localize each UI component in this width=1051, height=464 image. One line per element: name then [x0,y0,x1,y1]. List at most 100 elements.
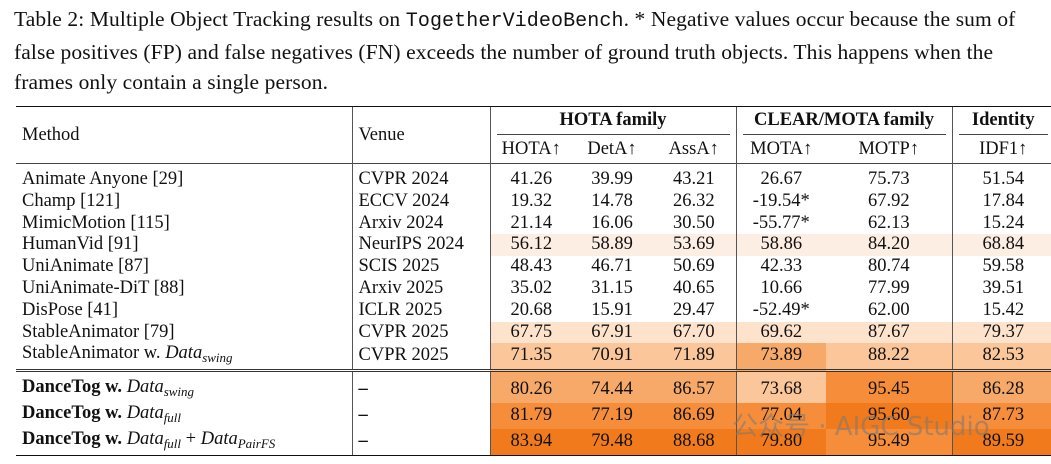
cell-mota: 73.89 [735,343,827,371]
cell-mota: 10.66 [735,277,827,300]
header-identity: Identity [951,106,1051,135]
table-row-ours: DanceTog w. Datafull – 81.79 77.19 86.69… [16,402,1051,429]
cell-idf1: 39.51 [951,277,1051,300]
cell-hota: 80.26 [489,369,572,403]
row-venue: – [351,402,490,429]
cell-mota: 77.04 [735,402,827,429]
cell-assa: 71.89 [652,343,737,371]
cell-motp: 75.73 [826,162,953,191]
cell-hota: 35.02 [489,277,572,300]
cell-deta: 46.71 [591,256,633,277]
table-row: Animate Anyone [29] CVPR 2024 41.26 39.9… [16,162,1051,191]
cell-assa: 53.69 [652,234,737,257]
row-method: StableAnimator [79] [22,321,175,342]
cell-motp: 67.92 [867,190,910,211]
table-row-ours: DanceTog w. Datafull + DataPairFS – 83.9… [16,428,1051,456]
table-row-ours: DanceTog w. Dataswing – 80.26 74.44 86.5… [16,369,1051,403]
cell-hota: 56.12 [489,234,572,257]
cell-motp: 95.60 [826,402,953,429]
cell-idf1: 68.84 [951,234,1051,257]
table-row: DisPose [41] ICLR 2025 20.68 15.91 29.47… [16,299,1051,322]
row-venue: ICLR 2025 [351,299,490,322]
cell-motp: 80.74 [867,256,910,277]
cell-deta: 16.06 [591,212,633,233]
cell-hota: 67.75 [489,321,572,344]
row-method: DisPose [41] [22,299,119,320]
row-method-math-2: Data [200,428,238,449]
header-identity-label: Identity [958,107,1049,135]
row-venue: CVPR 2024 [351,162,490,191]
cell-idf1: 51.54 [951,162,1051,191]
watermark: 公众号 · AIGC Studio [732,412,990,442]
table-caption: Table 2: Multiple Object Tracking result… [14,4,1044,97]
cell-deta: 79.48 [572,428,652,456]
cell-idf1: 15.24 [951,212,1051,235]
header-col-assa: AssA↑ [668,139,719,159]
cell-motp: 88.22 [826,343,953,371]
cell-hota: 48.43 [489,256,572,278]
cell-hota: 81.79 [489,402,572,429]
cell-deta: 31.15 [591,277,633,298]
cell-deta: 58.89 [572,234,652,257]
row-method-subscript: full [163,409,182,425]
row-method-text: DanceTog w. [22,377,127,398]
row-method-subscript: swing [202,350,233,366]
row-method-text: DanceTog w. [22,428,127,449]
cell-mota: -19.54* [735,190,827,213]
row-method-subscript: full [163,435,182,451]
cell-mota: 58.86 [735,234,827,257]
row-method: StableAnimator w. Dataswing [16,343,352,370]
cell-assa: 67.70 [652,321,737,344]
cell-motp: 77.99 [867,277,910,298]
table-row: StableAnimator w. Dataswing CVPR 2025 71… [16,343,1051,371]
cell-deta: 15.91 [591,299,633,320]
cell-hota: 83.94 [489,428,572,456]
header-col-hota: HOTA↑ [489,135,572,164]
cell-assa: 30.50 [672,212,715,233]
row-method: UniAnimate-DiT [88] [22,277,185,298]
header-row-metrics: HOTA↑ DetA↑ AssA↑ MOTA↑ MOTP↑ IDF1↑ [16,135,1051,164]
cell-idf1: 79.37 [951,321,1051,344]
row-method: UniAnimate [87] [22,256,149,277]
cell-mota: 69.62 [735,321,827,344]
cell-deta: 70.91 [572,343,652,371]
cell-assa: 86.57 [652,369,737,403]
row-venue: SCIS 2025 [351,256,490,278]
row-method: DanceTog w. Datafull + DataPairFS [16,428,352,456]
header-col-motp: MOTP↑ [858,139,920,159]
row-venue: Arxiv 2024 [351,212,490,235]
cell-hota: 20.68 [489,299,572,322]
cell-motp: 84.20 [826,234,953,257]
header-clear-family: CLEAR/MOTA family [735,106,953,135]
row-method: HumanVid [91] [22,234,139,255]
header-hota-family: HOTA family [489,106,737,135]
caption-text-b: . * Negative values occur because the su… [14,7,1016,94]
results-table: Method Venue HOTA family CLEAR/MOTA fami… [16,106,1051,456]
row-method: MimicMotion [115] [22,212,170,233]
cell-idf1: 15.42 [951,299,1051,322]
table-row: UniAnimate [87] SCIS 2025 48.43 46.71 50… [16,256,1051,278]
caption-text-a: Multiple Object Tracking results on [84,7,406,31]
cell-idf1: 89.59 [951,428,1051,456]
header-method: Method [16,106,352,164]
row-venue: Arxiv 2025 [351,277,490,300]
cell-deta: 14.78 [591,190,633,211]
cell-hota: 19.32 [489,190,572,213]
row-method-subscript: swing [163,384,195,400]
cell-assa: 88.68 [652,428,737,456]
cell-idf1: 82.53 [951,343,1051,371]
cell-idf1: 17.84 [951,190,1051,213]
cell-idf1: 87.73 [951,402,1051,429]
caption-benchmark-name: TogetherVideoBench [405,10,624,33]
row-method-math: Data [126,377,164,398]
cell-assa: 40.65 [672,277,715,298]
row-method-text: StableAnimator w. [22,343,166,364]
table-row: StableAnimator [79] CVPR 2025 67.75 67.9… [16,321,1051,344]
header-col-deta: DetA↑ [587,139,637,159]
header-clear-family-label: CLEAR/MOTA family [742,107,946,135]
cell-assa: 86.69 [652,402,737,429]
cell-idf1: 59.58 [951,256,1051,278]
cell-assa: 26.32 [672,190,715,211]
cell-mota: -55.77* [735,212,827,235]
header-venue: Venue [351,106,490,164]
